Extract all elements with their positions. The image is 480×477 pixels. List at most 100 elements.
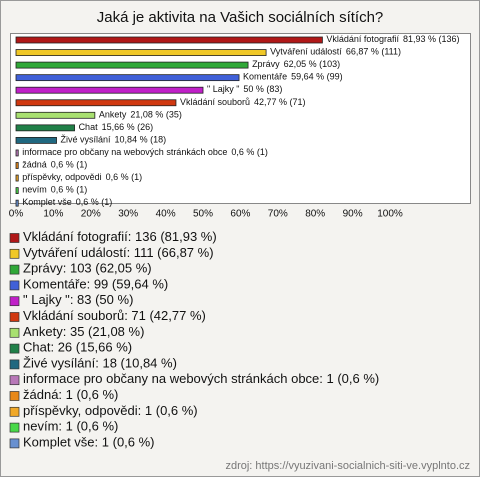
legend-entry: Chat: 26 (15,66 %) [23,340,132,355]
legend-value: : 71 (42,77 %) [124,308,206,323]
legend-name: Ankety [23,324,63,339]
category-label: příspěvky, odpovědi [22,172,101,182]
chart-title: Jaká je aktivita na Vašich sociálních sí… [97,9,384,26]
category-label: nevím [22,185,47,195]
value-label: 62,05 % (103) [284,59,341,69]
value-label: 0,6 % (1) [231,147,268,157]
value-label: 10,84 % (18) [115,135,167,145]
category-label: Živé vysílání [61,135,112,145]
category-label: Zprávy [252,59,280,69]
legend-swatch [9,375,20,386]
legend-swatch [9,248,20,259]
bar [15,187,19,195]
bar [15,86,204,94]
legend-entry: Vkládání souborů: 71 (42,77 %) [23,308,206,323]
category-label: Vytváření událostí [270,47,342,57]
legend-name: Komentáře [23,277,87,292]
legend-value: : 1 (0,6 %) [58,387,118,402]
data-label: Komentáře 59,64 % (99) [243,72,343,82]
value-label: 0,6 % (1) [76,198,113,208]
source: zdroj: https://vyuzivani-socialnich-siti… [225,460,470,472]
bar [15,111,96,119]
legend-swatch [9,233,20,243]
bar [15,149,19,157]
data-label: informace pro občany na webových stránká… [22,147,268,157]
category-label: Komentáře [243,72,287,82]
x-tick-label: 0% [9,209,24,220]
legend-value: : 1 (0,6 %) [58,419,118,434]
legend-value: : 111 (66,87 %) [127,245,214,260]
data-label: " Lajky " 50 % (83) [207,85,282,95]
bar [15,174,19,182]
legend-entry: Vkládání fotografií: 136 (81,93 %) [23,229,217,244]
value-label: 0,6 % (1) [51,160,88,170]
bar [15,49,267,56]
category-label: Ankety [99,110,127,120]
data-label: příspěvky, odpovědi 0,6 % (1) [22,172,142,182]
category-label: Vkládání fotografií [326,34,399,44]
x-tick-label: 20% [81,209,101,220]
data-label: Živé vysílání 10,84 % (18) [61,135,167,145]
bar [15,36,323,44]
legend-name: informace pro občany na webových stránká… [23,372,319,387]
value-label: 0,6 % (1) [106,172,143,182]
bar [15,162,19,169]
legend-swatch [9,343,20,354]
x-tick-label: 50% [193,209,213,220]
category-label: žádná [22,160,47,170]
data-label: Ankety 21,08 % (35) [99,110,182,120]
legend-value: : 35 (21,08 %) [63,324,145,339]
x-tick-label: 70% [268,209,288,220]
legend-name: Vkládání fotografií [23,229,128,244]
legend-value: : 83 (50 %) [70,293,134,308]
data-label: žádná 0,6 % (1) [22,160,87,170]
legend-swatch [9,327,20,338]
legend-entry: informace pro občany na webových stránká… [23,372,379,387]
legend-name: Živé vysílání [23,356,96,371]
value-label: 81,93 % (136) [403,34,460,44]
legend-name: " Lajky " [23,293,70,308]
x-tick-label: 40% [156,209,176,220]
legend-swatch [9,264,20,275]
x-tick-label: 10% [43,209,63,220]
value-label: 66,87 % (111) [346,47,401,57]
legend-entry: Živé vysílání: 18 (10,84 %) [23,356,177,371]
category-label: Komplet vše [22,198,72,208]
legend-name: Vytváření událostí [23,245,127,260]
bar [15,61,249,69]
legend-name: nevím [23,419,58,434]
data-label: Vytváření událostí 66,87 % (111) [270,47,401,57]
legend-name: žádná [23,387,59,402]
category-label: informace pro občany na webových stránká… [22,147,227,157]
category-label: Vkládání souborů [180,97,250,107]
legend-entry: Komentáře: 99 (59,64 %) [23,277,168,292]
legend-value: : 103 (62,05 %) [63,261,152,276]
legend-value: : 99 (59,64 %) [87,277,169,292]
legend-swatch [9,312,20,322]
legend-name: příspěvky, odpovědi [23,403,138,418]
legend-name: Chat [23,340,51,355]
legend-entry: příspěvky, odpovědi: 1 (0,6 %) [23,403,198,418]
x-tick-label: 80% [305,209,325,220]
legend-swatch [9,422,20,433]
legend-value: : 1 (0,6 %) [138,403,198,418]
value-label: 15,66 % (26) [102,122,154,132]
data-label: Chat 15,66 % (26) [79,122,154,132]
value-label: 0,6 % (1) [51,185,88,195]
legend-entry: Komplet vše: 1 (0,6 %) [23,435,155,450]
value-label: 42,77 % (71) [254,97,306,107]
value-label: 21,08 % (35) [130,110,182,120]
legend-swatch [9,391,20,401]
data-label: Komplet vše 0,6 % (1) [22,198,112,208]
value-label: 59,64 % (99) [291,72,343,82]
legend-name: Vkládání souborů [23,308,124,323]
legend-swatch [9,438,20,449]
bar [15,199,19,207]
x-tick-label: 30% [118,209,138,220]
legend-name: Zprávy [23,261,63,276]
legend-value: : 1 (0,6 %) [319,372,379,387]
legend-swatch [9,359,20,370]
bar [15,74,240,82]
legend-swatch [9,406,20,417]
